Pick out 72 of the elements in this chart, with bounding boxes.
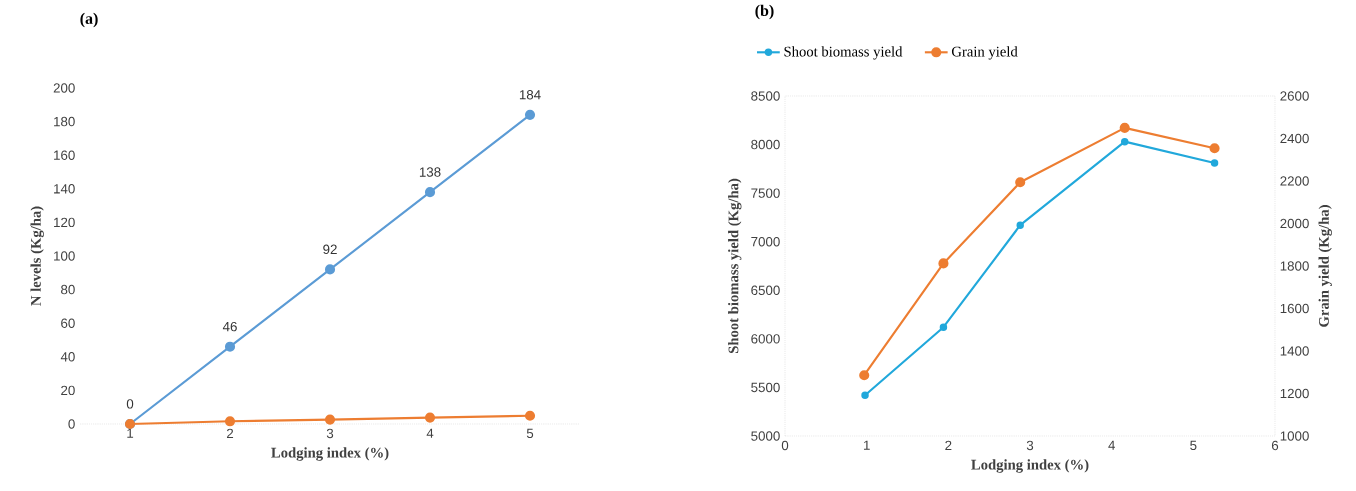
y-tick-label: 120 [54,217,75,228]
legend-label: Shoot biomass yield [784,46,903,60]
x-tick-label: 2 [945,440,952,451]
y-tick-label: 20 [61,385,75,396]
y-tick-label: 7000 [751,236,780,247]
point [861,391,869,399]
point [1120,137,1129,146]
y-tick-label: 5500 [751,382,780,393]
chart-title: (a) [80,12,98,28]
point [938,258,949,269]
x-tick-label: 2 [226,428,234,439]
x-tick-label: 5 [1190,440,1197,450]
y2-tick-label: 1800 [1280,261,1309,271]
point [524,410,536,421]
y-tick-label: 0 [68,419,75,429]
y2-tick-label: 2400 [1280,133,1309,144]
x-axis-title: Lodging index (%) [271,447,389,461]
data-label: 0 [126,399,134,409]
point [1119,122,1130,133]
point [939,323,948,331]
y-axis-title: N levels (Kg/ha) [30,206,44,306]
y-tick-label: 200 [53,83,75,93]
y-tick-label: 7500 [751,188,780,198]
y-tick-label: 100 [54,251,75,261]
y-tick-label: 60 [61,318,75,328]
y2-tick-label: 1200 [1280,388,1309,399]
point [424,412,436,423]
point [324,264,336,275]
y-tick-label: 6000 [751,334,780,344]
legend-label: Grain yield [951,46,1018,60]
point [224,416,236,427]
x-tick-label: 5 [526,428,534,438]
x-tick-label: 3 [326,428,334,439]
y-tick-label: 80 [61,284,75,295]
point [1209,143,1220,154]
y2-tick-label: 1600 [1280,303,1309,314]
point [859,370,870,381]
y2-tick-label: 2000 [1280,218,1309,229]
x-tick-label: 1 [127,428,134,438]
x-tick-label: 4 [426,428,434,438]
x-tick-label: 1 [863,440,870,450]
y-tick-label: 40 [60,352,75,362]
x-tick-label: 3 [1026,440,1034,451]
point [1015,177,1026,188]
y2-tick-label: 1000 [1280,431,1309,441]
data-label: 184 [519,90,541,100]
y2-axis-title: Grain yield (Kg/ha) [1318,205,1332,327]
y-tick-label: 140 [54,184,75,194]
point [224,341,236,352]
x-axis-title: Lodging index (%) [971,459,1089,473]
y2-tick-label: 1400 [1280,346,1309,356]
point [424,187,436,198]
y-tick-label: 8000 [751,139,780,150]
point [1210,159,1219,167]
x-tick-label: 0 [781,440,789,451]
y2-tick-label: 2200 [1280,176,1309,186]
data-label: 46 [222,321,237,332]
x-tick-label: 6 [1271,440,1279,451]
data-label: 92 [323,244,337,255]
y-tick-label: 5000 [751,431,780,441]
y2-tick-label: 2600 [1280,91,1309,101]
point [1016,221,1024,229]
y-axis-title: Shoot biomass yield (Kg/ha) [728,178,742,354]
y-tick-label: 180 [54,116,75,127]
data-label: 138 [419,167,441,177]
x-tick-label: 4 [1108,440,1115,450]
point [324,414,336,425]
y-tick-label: 6500 [751,285,780,295]
point [524,109,536,120]
y-tick-label: 8500 [751,91,780,101]
chart-title: (b) [755,4,774,20]
y-tick-label: 160 [54,150,75,160]
